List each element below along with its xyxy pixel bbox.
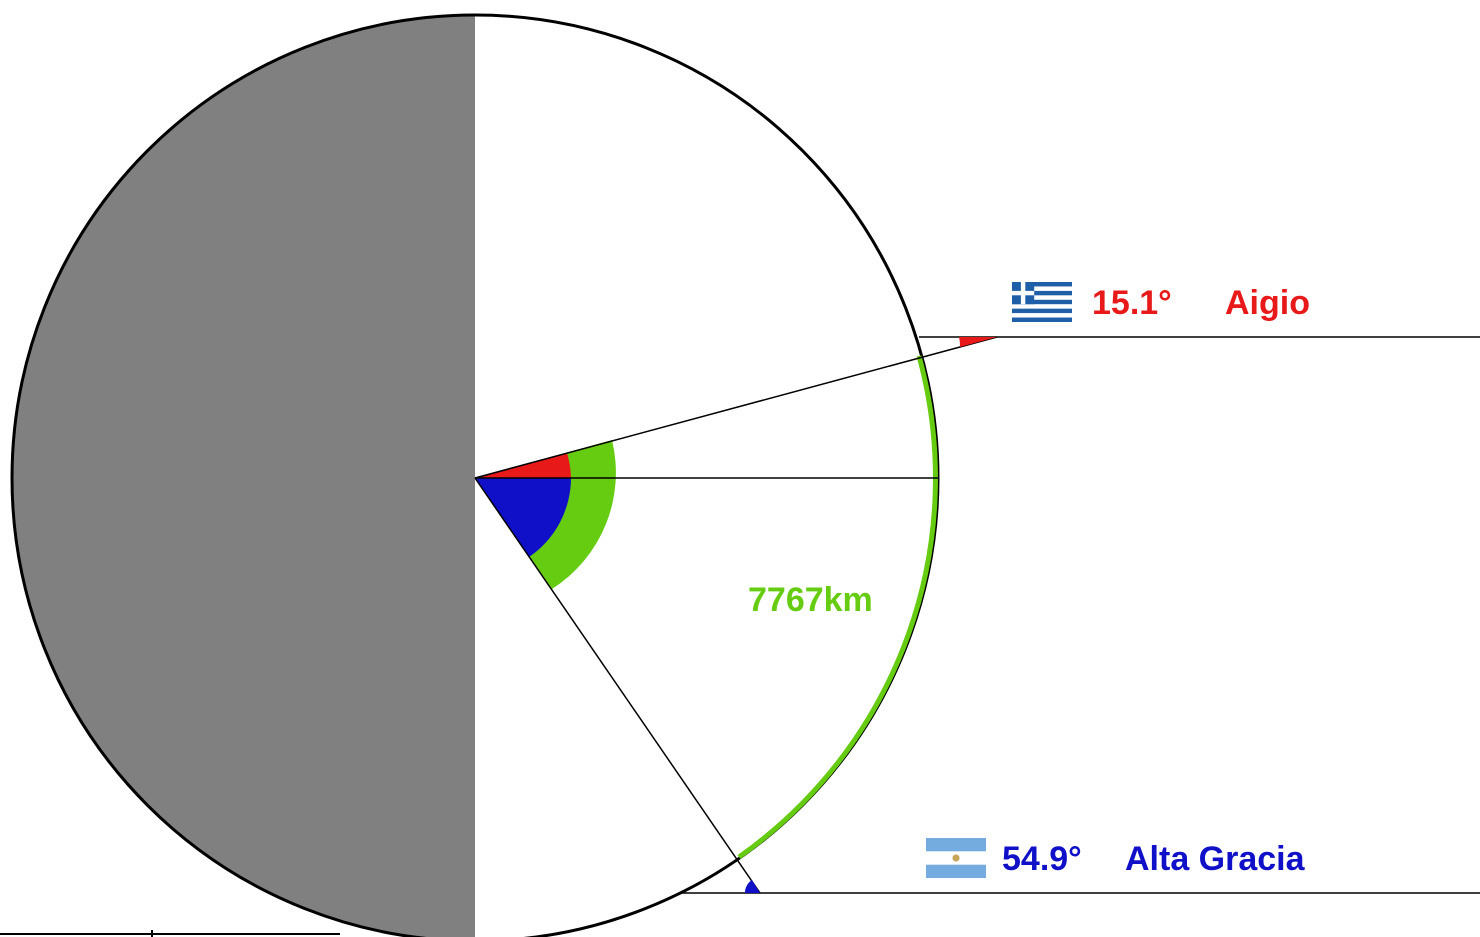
aigio-ray xyxy=(474,336,998,479)
argentina-flag-icon xyxy=(926,838,986,878)
alta-gracia-angle-wedge xyxy=(475,478,571,557)
alta-gracia-angle-label: 54.9° xyxy=(1002,840,1082,878)
earth-night-side xyxy=(12,15,475,937)
alta-gracia-ray xyxy=(474,477,761,894)
aigio-small-angle-marker xyxy=(959,337,997,347)
aigio-city-label: Aigio xyxy=(1225,284,1310,322)
distance-arc xyxy=(737,355,938,860)
greece-flag-icon xyxy=(1012,282,1072,322)
alta-gracia-city-label: Alta Gracia xyxy=(1125,840,1306,878)
alta-gracia-small-angle-marker xyxy=(744,880,760,893)
arc-distance-label: 7767km xyxy=(748,581,873,619)
aigio-angle-label: 15.1° xyxy=(1092,284,1172,322)
